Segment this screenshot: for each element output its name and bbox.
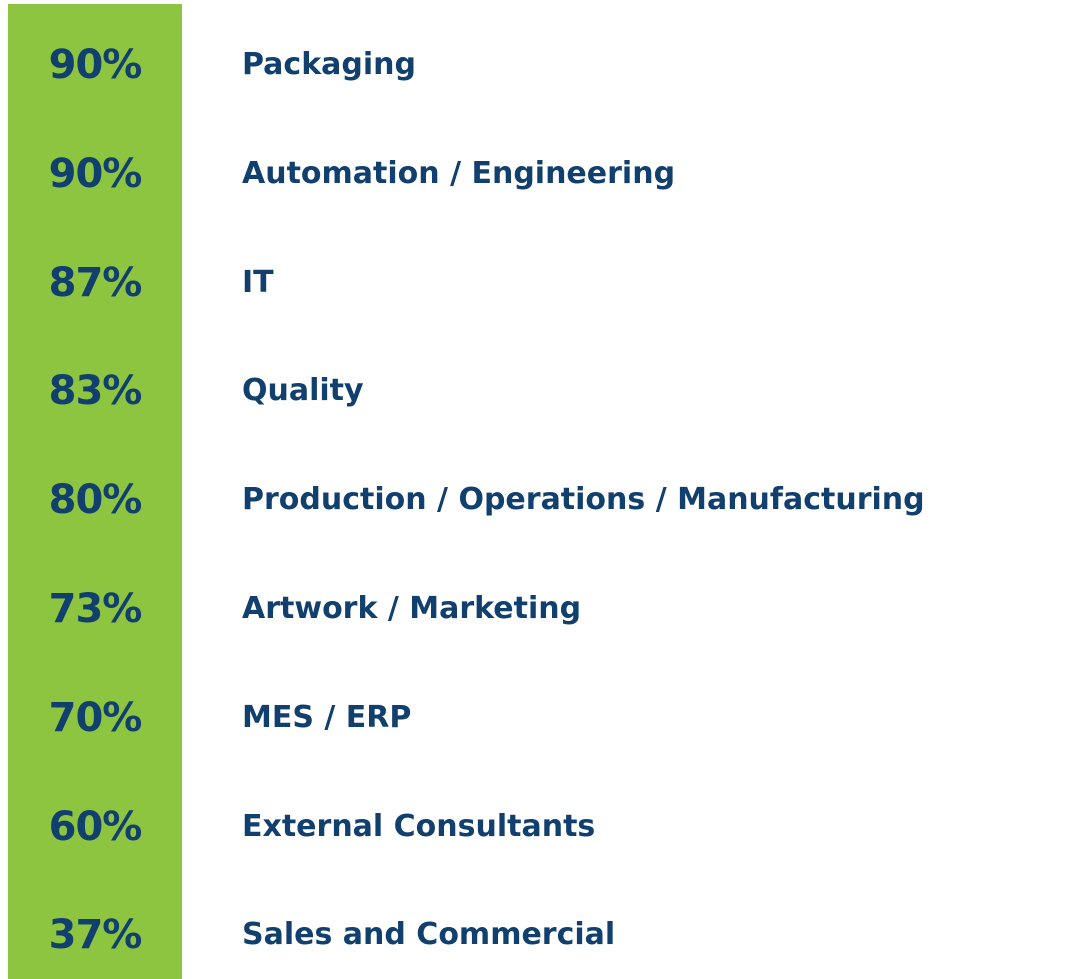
percent: 37% <box>48 912 143 959</box>
category-label: Sales and Commercial <box>242 917 616 953</box>
percent: 83% <box>48 368 143 415</box>
category-label: External Consultants <box>242 808 596 844</box>
category-label: IT <box>242 264 274 300</box>
percent: 80% <box>48 477 143 524</box>
green-band <box>8 4 182 979</box>
category-label: MES / ERP <box>242 699 412 735</box>
category-label: Automation / Engineering <box>242 155 676 191</box>
percent: 73% <box>48 586 143 632</box>
category-label: Quality <box>242 373 364 409</box>
percent: 60% <box>48 803 143 850</box>
percent: 87% <box>48 259 143 306</box>
percent: 70% <box>48 694 143 741</box>
category-label: Production / Operations / Manufacturing <box>242 482 925 518</box>
category-label: Packaging <box>242 47 416 82</box>
category-label: Artwork / Marketing <box>242 591 582 626</box>
percent: 90% <box>48 150 143 197</box>
percent: 90% <box>48 42 143 88</box>
